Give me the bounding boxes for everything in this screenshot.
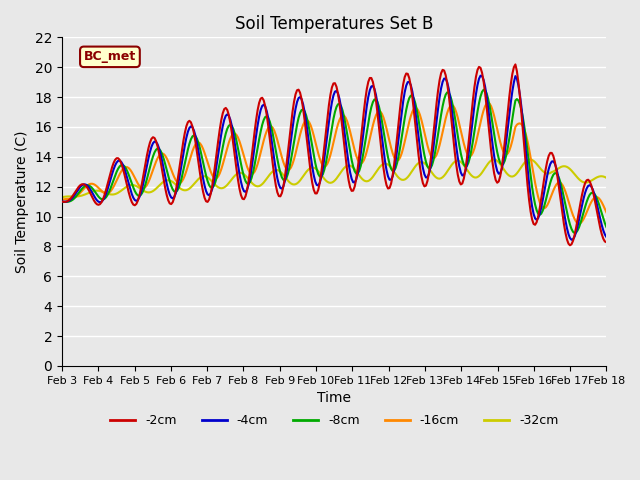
X-axis label: Time: Time: [317, 391, 351, 405]
Text: BC_met: BC_met: [84, 50, 136, 63]
Y-axis label: Soil Temperature (C): Soil Temperature (C): [15, 131, 29, 273]
Legend: -2cm, -4cm, -8cm, -16cm, -32cm: -2cm, -4cm, -8cm, -16cm, -32cm: [105, 409, 563, 432]
Title: Soil Temperatures Set B: Soil Temperatures Set B: [235, 15, 433, 33]
